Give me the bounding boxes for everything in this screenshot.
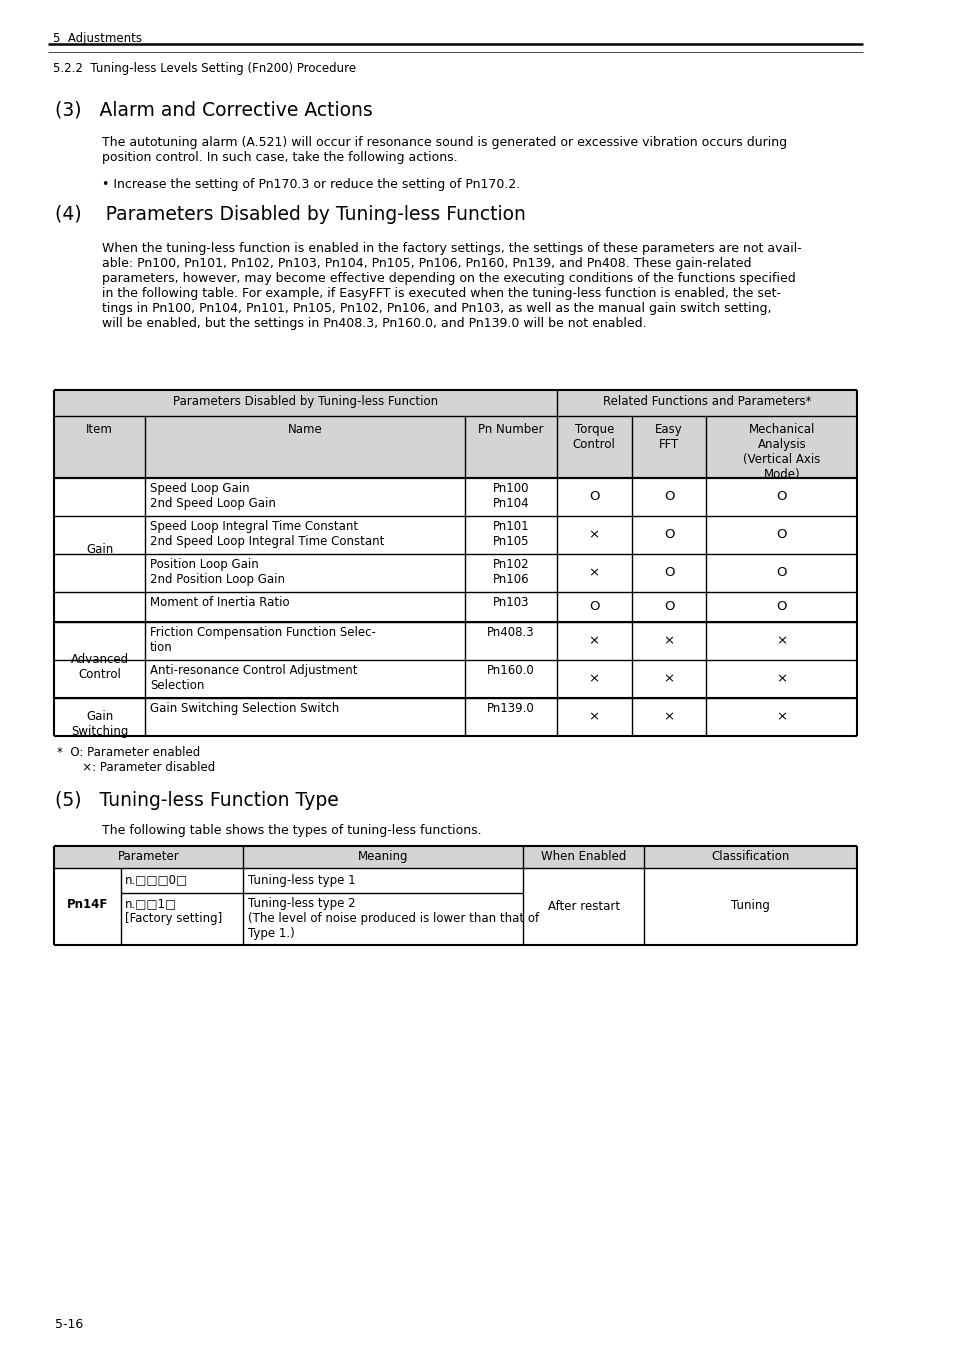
Text: Related Functions and Parameters*: Related Functions and Parameters* bbox=[602, 396, 810, 408]
Text: ×: × bbox=[588, 710, 599, 724]
Bar bbox=[54, 416, 857, 478]
Text: ×: × bbox=[588, 672, 599, 684]
Text: Advanced
Control: Advanced Control bbox=[71, 653, 129, 680]
Text: When the tuning-less function is enabled in the factory settings, the settings o: When the tuning-less function is enabled… bbox=[102, 242, 801, 329]
Bar bbox=[54, 846, 243, 868]
Text: O: O bbox=[588, 490, 598, 504]
Text: O: O bbox=[776, 599, 786, 613]
Text: (3)   Alarm and Corrective Actions: (3) Alarm and Corrective Actions bbox=[55, 100, 373, 119]
Text: Item: Item bbox=[86, 423, 113, 436]
Text: Classification: Classification bbox=[711, 850, 789, 863]
Text: Pn408.3: Pn408.3 bbox=[486, 626, 534, 639]
Text: n.□□□0□: n.□□□0□ bbox=[125, 873, 188, 886]
Text: Pn102
Pn106: Pn102 Pn106 bbox=[492, 558, 529, 586]
Text: Pn160.0: Pn160.0 bbox=[486, 664, 534, 676]
Text: O: O bbox=[776, 528, 786, 541]
Text: Pn Number: Pn Number bbox=[477, 423, 543, 436]
Text: Name: Name bbox=[287, 423, 322, 436]
Bar bbox=[556, 390, 857, 416]
Text: Tuning-less type 1: Tuning-less type 1 bbox=[248, 873, 355, 887]
Text: O: O bbox=[663, 599, 674, 613]
Text: Pn139.0: Pn139.0 bbox=[486, 702, 534, 716]
Text: ×: × bbox=[776, 672, 786, 684]
Text: Gain
Switching: Gain Switching bbox=[71, 710, 129, 738]
Text: Meaning: Meaning bbox=[357, 850, 408, 863]
Text: Mechanical
Analysis
(Vertical Axis
Mode): Mechanical Analysis (Vertical Axis Mode) bbox=[742, 423, 820, 481]
Text: Easy
FFT: Easy FFT bbox=[655, 423, 682, 451]
Text: O: O bbox=[663, 490, 674, 504]
Text: ×: × bbox=[588, 634, 599, 647]
Text: 5.2.2  Tuning-less Levels Setting (Fn200) Procedure: 5.2.2 Tuning-less Levels Setting (Fn200)… bbox=[52, 62, 355, 76]
Text: O: O bbox=[776, 490, 786, 504]
Text: Position Loop Gain
2nd Position Loop Gain: Position Loop Gain 2nd Position Loop Gai… bbox=[150, 558, 285, 586]
Text: • Increase the setting of Pn170.3 or reduce the setting of Pn170.2.: • Increase the setting of Pn170.3 or red… bbox=[102, 178, 519, 190]
Text: Parameter: Parameter bbox=[118, 850, 179, 863]
Text: ×: × bbox=[776, 634, 786, 647]
Bar bbox=[54, 390, 556, 416]
Text: Pn101
Pn105: Pn101 Pn105 bbox=[492, 520, 529, 548]
Text: n.□□1□
[Factory setting]: n.□□1□ [Factory setting] bbox=[125, 896, 222, 925]
Text: O: O bbox=[663, 528, 674, 541]
Text: Anti-resonance Control Adjustment
Selection: Anti-resonance Control Adjustment Select… bbox=[150, 664, 357, 693]
Text: Friction Compensation Function Selec-
tion: Friction Compensation Function Selec- ti… bbox=[150, 626, 375, 653]
Text: ×: × bbox=[663, 672, 674, 684]
Text: ×: × bbox=[588, 528, 599, 541]
Text: After restart: After restart bbox=[547, 899, 619, 913]
Text: Moment of Inertia Ratio: Moment of Inertia Ratio bbox=[150, 595, 289, 609]
Text: The following table shows the types of tuning-less functions.: The following table shows the types of t… bbox=[102, 824, 481, 837]
Text: Speed Loop Integral Time Constant
2nd Speed Loop Integral Time Constant: Speed Loop Integral Time Constant 2nd Sp… bbox=[150, 520, 384, 548]
Text: O: O bbox=[776, 566, 786, 579]
Text: Speed Loop Gain
2nd Speed Loop Gain: Speed Loop Gain 2nd Speed Loop Gain bbox=[150, 482, 275, 510]
Text: 5-16: 5-16 bbox=[55, 1318, 84, 1331]
Text: Tuning-less type 2
(The level of noise produced is lower than that of
Type 1.): Tuning-less type 2 (The level of noise p… bbox=[248, 896, 538, 940]
Text: ×: × bbox=[663, 710, 674, 724]
Text: ×: × bbox=[776, 710, 786, 724]
Text: Pn100
Pn104: Pn100 Pn104 bbox=[492, 482, 529, 510]
Text: The autotuning alarm (A.521) will occur if resonance sound is generated or exces: The autotuning alarm (A.521) will occur … bbox=[102, 136, 786, 163]
Text: O: O bbox=[663, 566, 674, 579]
Text: Parameters Disabled by Tuning-less Function: Parameters Disabled by Tuning-less Funct… bbox=[172, 396, 437, 408]
Text: Tuning: Tuning bbox=[731, 899, 769, 913]
Text: Gain Switching Selection Switch: Gain Switching Selection Switch bbox=[150, 702, 338, 716]
Bar bbox=[243, 846, 857, 868]
Text: Torque
Control: Torque Control bbox=[572, 423, 615, 451]
Text: When Enabled: When Enabled bbox=[540, 850, 626, 863]
Text: O: O bbox=[588, 599, 598, 613]
Text: ×: × bbox=[663, 634, 674, 647]
Text: ×: × bbox=[588, 566, 599, 579]
Text: Pn103: Pn103 bbox=[492, 595, 528, 609]
Text: Pn14F: Pn14F bbox=[67, 899, 109, 911]
Text: Gain: Gain bbox=[86, 543, 113, 556]
Text: (4)    Parameters Disabled by Tuning-less Function: (4) Parameters Disabled by Tuning-less F… bbox=[55, 205, 526, 224]
Text: *  O: Parameter enabled: * O: Parameter enabled bbox=[57, 747, 200, 759]
Text: 5  Adjustments: 5 Adjustments bbox=[52, 32, 141, 45]
Text: ×: Parameter disabled: ×: Parameter disabled bbox=[71, 761, 214, 774]
Text: (5)   Tuning-less Function Type: (5) Tuning-less Function Type bbox=[55, 791, 338, 810]
